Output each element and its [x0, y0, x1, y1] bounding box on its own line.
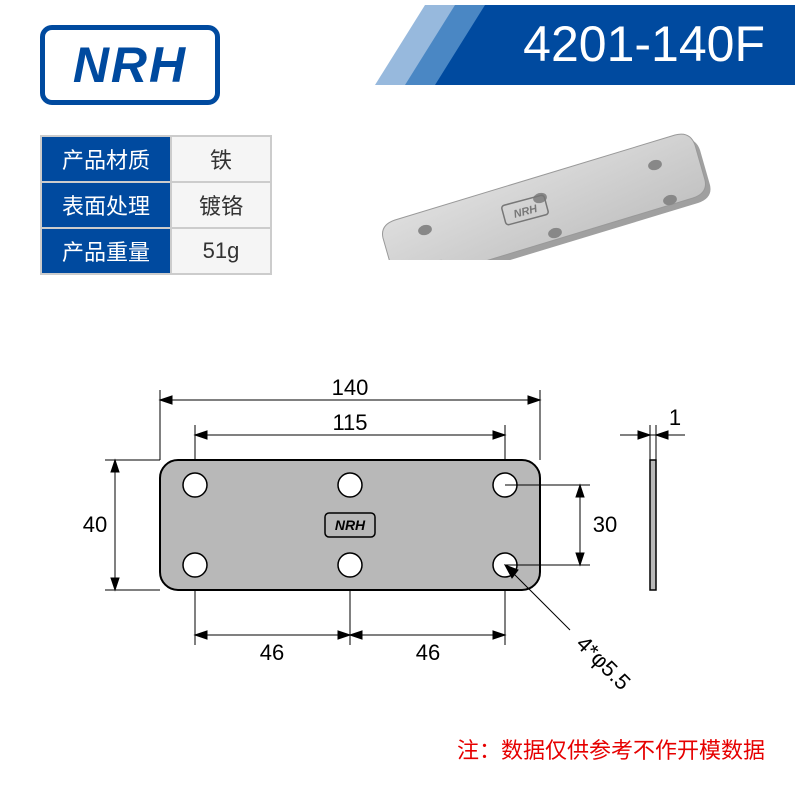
- technical-drawing: NRH 140 115 40 30: [60, 370, 740, 700]
- drawing-logo-text: NRH: [335, 517, 366, 533]
- dim-hole-vertical: 30: [593, 512, 617, 537]
- footer-note: 注：数据仅供参考不作开模数据: [457, 733, 765, 765]
- spec-value: 51g: [171, 228, 271, 274]
- dim-thickness: 1: [669, 405, 681, 430]
- dim-bottom-right: 46: [416, 640, 440, 665]
- brand-logo: NRH: [40, 25, 220, 105]
- dim-hole-span: 115: [332, 410, 367, 435]
- dim-height: 40: [83, 512, 107, 537]
- spec-label: 产品重量: [41, 228, 171, 274]
- dim-hole-spec: 4*φ5.5: [571, 631, 635, 695]
- model-banner: 4201-140F: [365, 5, 795, 85]
- spec-table: 产品材质 铁 表面处理 镀铬 产品重量 51g: [40, 135, 272, 275]
- table-row: 产品重量 51g: [41, 228, 271, 274]
- dim-width: 140: [332, 375, 369, 400]
- model-number: 4201-140F: [523, 15, 765, 73]
- spec-label: 表面处理: [41, 182, 171, 228]
- spec-value: 镀铬: [171, 182, 271, 228]
- brand-logo-text: NRH: [73, 36, 187, 94]
- spec-value: 铁: [171, 136, 271, 182]
- table-row: 产品材质 铁: [41, 136, 271, 182]
- table-row: 表面处理 镀铬: [41, 182, 271, 228]
- dim-bottom-left: 46: [260, 640, 284, 665]
- spec-label: 产品材质: [41, 136, 171, 182]
- product-3d-render: NRH: [350, 110, 730, 260]
